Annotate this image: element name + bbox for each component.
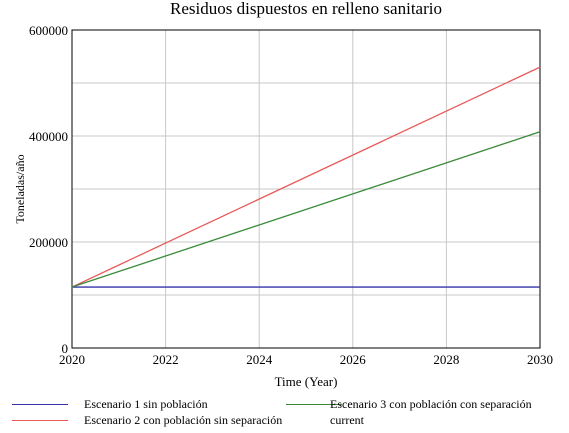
x-axis-label: Time (Year) [275,374,338,389]
y-tick-label: 200000 [29,235,68,250]
x-tick-label: 2024 [246,352,273,367]
y-tick-labels: 0 200000 400000 600000 [29,23,68,356]
x-tick-label: 2020 [59,352,85,367]
series-line-3 [71,131,541,288]
series-layer [71,66,541,288]
series-line-2 [71,66,541,288]
legend-label-escenario-2: Escenario 2 con población sin separación [84,413,283,427]
x-tick-label: 2022 [153,352,179,367]
legend-label-escenario-3: Escenario 3 con población con separación [330,397,532,411]
legend-swatch-escenario-2 [12,420,68,421]
x-tick-label: 2030 [527,352,553,367]
legend-label-current: current [330,413,364,427]
x-tick-label: 2028 [433,352,459,367]
x-tick-label: 2026 [340,352,367,367]
y-tick-label: 600000 [29,23,68,38]
legend-label-escenario-1: Escenario 1 sin población [84,397,208,411]
x-tick-labels: 2020 2022 2024 2026 2028 2030 [59,352,553,367]
grid-lines [71,30,541,348]
y-tick-label: 400000 [29,129,68,144]
legend-swatch-escenario-3 [286,404,342,405]
y-axis-label: Toneladas/año [13,154,27,223]
chart-title: Residuos dispuestos en relleno sanitario [170,0,442,18]
y-tick-label: 0 [62,341,69,356]
plot-area-frame [71,29,541,349]
legend-swatch-escenario-1 [12,404,68,405]
